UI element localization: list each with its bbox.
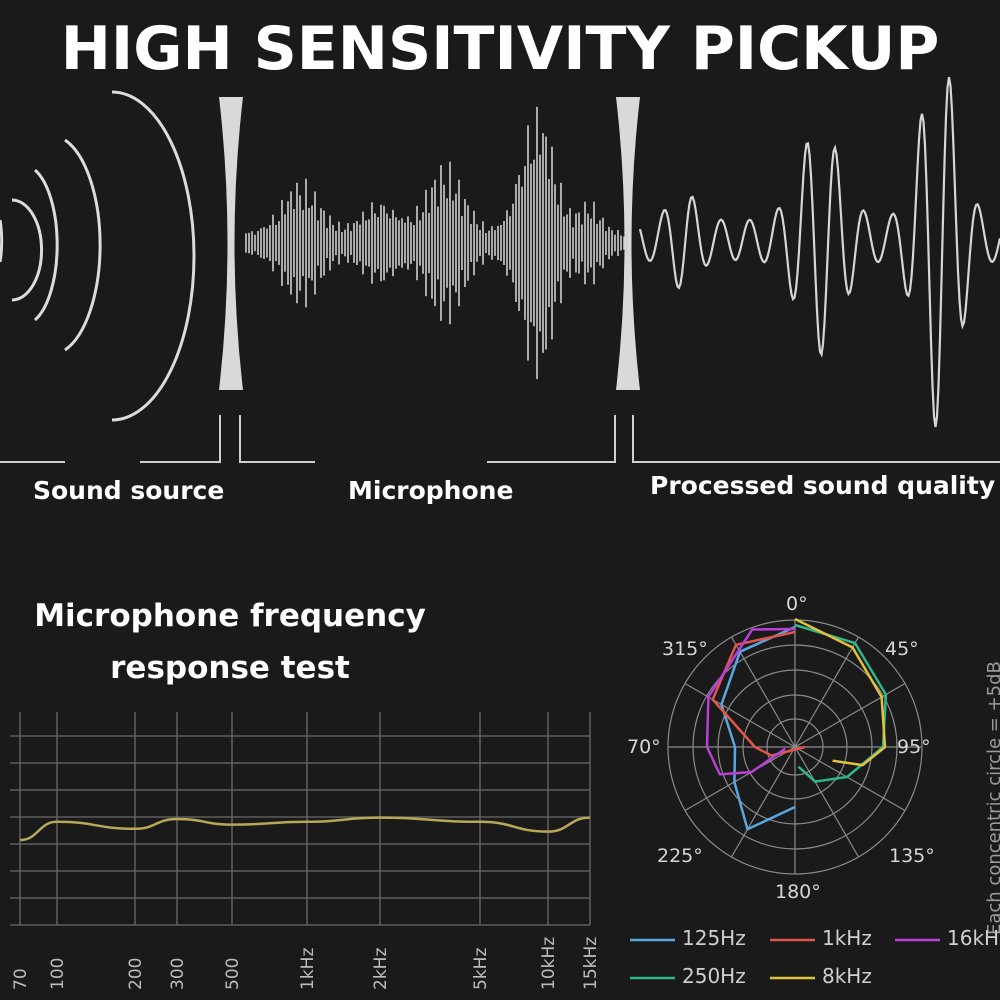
polar-angle-label: 95° — [897, 736, 931, 758]
polar-curve-250hz — [794, 623, 888, 783]
polar-curve-8khz — [794, 617, 887, 767]
frequency-response-line — [19, 816, 591, 842]
polar-spoke — [684, 682, 796, 748]
legend-label: 8kHz — [822, 964, 872, 988]
polar-spoke — [730, 636, 796, 748]
polar-spoke — [794, 746, 906, 812]
x-tick-label: 5kHz — [471, 948, 491, 990]
polar-curve-16khz — [705, 627, 796, 776]
x-tick-label: 2kHz — [371, 948, 391, 990]
polar-ring — [667, 619, 923, 875]
polar-spoke — [794, 682, 906, 748]
polar-ring — [766, 718, 824, 776]
polar-ring — [742, 694, 848, 800]
x-tick-label: 300 — [168, 958, 188, 990]
microphone-label: Microphone — [348, 476, 514, 505]
microphone-wave — [245, 106, 628, 380]
polar-ring — [717, 669, 873, 825]
frequency-chart-title-line1: Microphone frequency — [34, 598, 426, 634]
frequency-chart-title-line2: response test — [110, 650, 350, 686]
x-tick-label: 200 — [126, 958, 146, 990]
polar-spoke — [684, 746, 796, 812]
legend-label: 16kHz — [947, 926, 1000, 950]
sound-source-label: Sound source — [33, 476, 225, 505]
polar-spoke — [730, 746, 796, 858]
polar-angle-label: 180° — [775, 881, 821, 903]
polar-scale-note: Each concentric circle = +5dB — [984, 661, 1000, 935]
polar-spoke — [794, 636, 860, 748]
x-tick-label: 15kHz — [581, 937, 601, 990]
sound-source-arcs — [0, 90, 196, 422]
x-tick-label: 10kHz — [539, 937, 559, 990]
processed-sound-label: Processed sound quality — [650, 471, 996, 500]
polar-angle-label: 0° — [786, 593, 808, 615]
processed-wave — [638, 77, 1000, 428]
page-title: HIGH SENSITIVITY PICKUP — [60, 14, 940, 84]
polar-angle-label: 45° — [885, 638, 919, 660]
x-tick-label: 100 — [48, 958, 68, 990]
legend-label: 1kHz — [822, 926, 872, 950]
x-tick-label: 70 — [11, 968, 31, 990]
polar-ring — [692, 644, 898, 850]
polar-curve-125hz — [720, 625, 796, 831]
frequency-chart-title: Microphone frequency response test — [20, 590, 440, 694]
legend-label: 125Hz — [682, 926, 746, 950]
legend-label: 250Hz — [682, 964, 746, 988]
right-lens-icon — [616, 97, 640, 390]
polar-angle-label: 225° — [657, 845, 703, 867]
left-lens-icon — [219, 97, 243, 390]
polar-curve-1khz — [711, 630, 806, 757]
polar-spoke — [794, 746, 860, 858]
x-tick-label: 1kHz — [298, 948, 318, 990]
sound-wave-illustration — [0, 77, 1000, 463]
polar-angle-label: 135° — [889, 845, 935, 867]
polar-angle-label: 70° — [627, 736, 661, 758]
stage-brackets — [0, 415, 1000, 463]
x-tick-label: 500 — [223, 958, 243, 990]
polar-angle-label: 315° — [662, 638, 708, 660]
